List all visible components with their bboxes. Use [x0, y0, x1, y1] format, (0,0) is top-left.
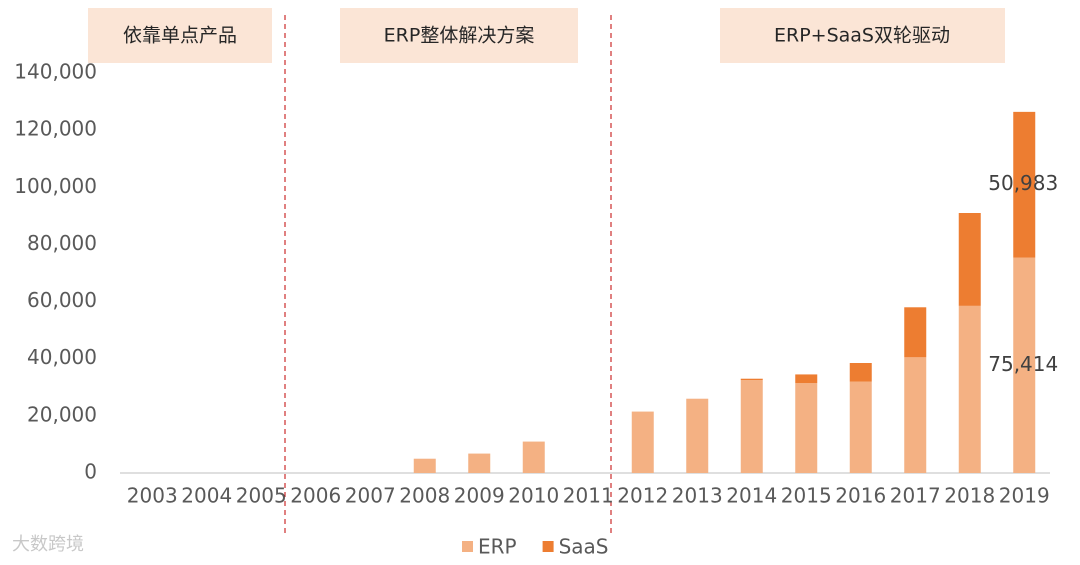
bar-segment [795, 374, 818, 383]
bar-segment [849, 381, 872, 473]
x-tick-label: 2006 [290, 484, 341, 508]
bar-segment [958, 305, 981, 473]
x-tick-label: 2019 [999, 484, 1050, 508]
bar-segment [849, 363, 872, 382]
legend-label: ERP [478, 535, 517, 559]
phase-box [720, 8, 1005, 63]
bar-segment [1013, 257, 1036, 473]
legend-label: SaaS [559, 535, 609, 559]
x-tick-label: 2015 [781, 484, 832, 508]
y-tick-label: 40,000 [27, 345, 97, 369]
x-tick-label: 2014 [726, 484, 777, 508]
y-tick-label: 100,000 [14, 174, 97, 198]
data-label: 50,983 [988, 171, 1058, 195]
x-tick-label: 2018 [944, 484, 995, 508]
phase-box [88, 8, 272, 63]
x-tick-label: 2017 [890, 484, 941, 508]
phase-label: 依靠单点产品 [123, 25, 237, 47]
y-tick-label: 140,000 [14, 60, 97, 84]
legend-swatch [542, 541, 554, 552]
phase-label: ERP整体解决方案 [384, 25, 535, 47]
bar-segment [740, 380, 763, 473]
x-tick-label: 2007 [345, 484, 396, 508]
legend-swatch [462, 541, 473, 552]
x-tick-label: 2010 [508, 484, 559, 508]
bar-segment [795, 383, 818, 473]
bar-segment [413, 458, 436, 473]
x-tick-label: 2011 [563, 484, 614, 508]
x-tick-label: 2004 [181, 484, 232, 508]
x-tick-label: 2005 [236, 484, 287, 508]
watermark: 大数跨境 [12, 534, 84, 555]
y-tick-label: 60,000 [27, 288, 97, 312]
y-tick-label: 0 [84, 460, 97, 484]
bar-segment [1013, 111, 1036, 258]
phase-box [340, 8, 578, 63]
x-tick-label: 2008 [399, 484, 450, 508]
bar-segment [468, 453, 491, 473]
bar-segment [631, 411, 654, 473]
bar-segment [958, 213, 981, 306]
y-tick-label: 120,000 [14, 117, 97, 141]
bar-segment [686, 398, 709, 473]
bar-segment [522, 441, 545, 473]
x-tick-label: 2013 [672, 484, 723, 508]
x-tick-label: 2009 [454, 484, 505, 508]
bar-segment [904, 307, 927, 358]
x-tick-label: 2003 [127, 484, 178, 508]
y-tick-label: 20,000 [27, 402, 97, 426]
data-label: 75,414 [988, 352, 1058, 376]
y-tick-label: 80,000 [27, 231, 97, 255]
x-tick-label: 2016 [835, 484, 886, 508]
bar-segment [740, 378, 763, 381]
bar-segment [904, 357, 927, 473]
x-tick-label: 2012 [617, 484, 668, 508]
phase-label: ERP+SaaS双轮驱动 [774, 25, 950, 47]
